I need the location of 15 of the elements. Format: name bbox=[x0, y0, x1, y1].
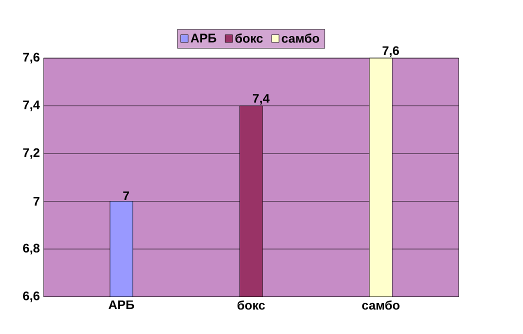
data-label: 7,6 bbox=[382, 46, 399, 57]
y-tick-label: 7,6 bbox=[23, 52, 40, 64]
legend-label: бокс bbox=[235, 33, 263, 43]
data-label: 7,4 bbox=[252, 94, 270, 105]
legend-label: самбо bbox=[282, 33, 320, 43]
legend-label: АРБ bbox=[190, 34, 216, 42]
y-tick-label: 6,6 bbox=[23, 291, 40, 302]
y-tick-label: 7,4 bbox=[23, 100, 40, 112]
data-label: 7 bbox=[123, 191, 130, 200]
x-tick-label: самбо bbox=[362, 300, 400, 310]
x-tick-label: бокс bbox=[238, 300, 265, 310]
y-tick-label: 7,2 bbox=[23, 148, 40, 159]
y-tick-label: 6,8 bbox=[23, 244, 40, 254]
x-tick-label: АРБ bbox=[108, 300, 134, 309]
y-tick-label: 7 bbox=[34, 196, 40, 206]
